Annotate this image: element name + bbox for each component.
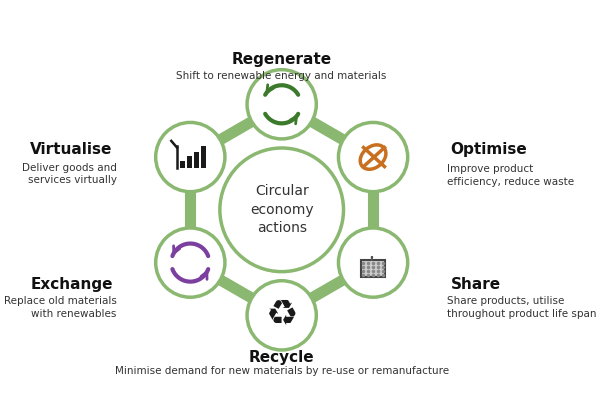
Circle shape	[338, 122, 407, 192]
Text: Improve product
efficiency, reduce waste: Improve product efficiency, reduce waste	[446, 165, 574, 187]
Text: ♻: ♻	[265, 298, 298, 332]
Text: Share: Share	[451, 278, 501, 293]
Text: Optimise: Optimise	[451, 142, 527, 157]
Circle shape	[247, 70, 316, 139]
Text: Shift to renewable energy and materials: Shift to renewable energy and materials	[176, 71, 387, 82]
Bar	[201, 146, 206, 168]
Circle shape	[338, 228, 407, 297]
Bar	[187, 156, 192, 168]
Text: Exchange: Exchange	[30, 278, 113, 293]
Text: Replace old materials
with renewables: Replace old materials with renewables	[4, 296, 117, 319]
Circle shape	[155, 228, 225, 297]
Text: Virtualise: Virtualise	[31, 142, 113, 157]
Circle shape	[247, 281, 316, 350]
Bar	[194, 152, 199, 168]
Bar	[361, 260, 385, 277]
Text: Recycle: Recycle	[249, 350, 314, 365]
Text: Regenerate: Regenerate	[232, 51, 332, 66]
Text: Share products, utilise
throughout product life span: Share products, utilise throughout produ…	[446, 296, 596, 319]
Text: Minimise demand for new materials by re-use or remanufacture: Minimise demand for new materials by re-…	[115, 367, 449, 377]
Text: Circular
economy
actions: Circular economy actions	[250, 184, 314, 235]
Bar	[180, 161, 185, 168]
Circle shape	[155, 122, 225, 192]
Circle shape	[220, 148, 344, 272]
Text: Deliver goods and
services virtually: Deliver goods and services virtually	[22, 163, 117, 185]
